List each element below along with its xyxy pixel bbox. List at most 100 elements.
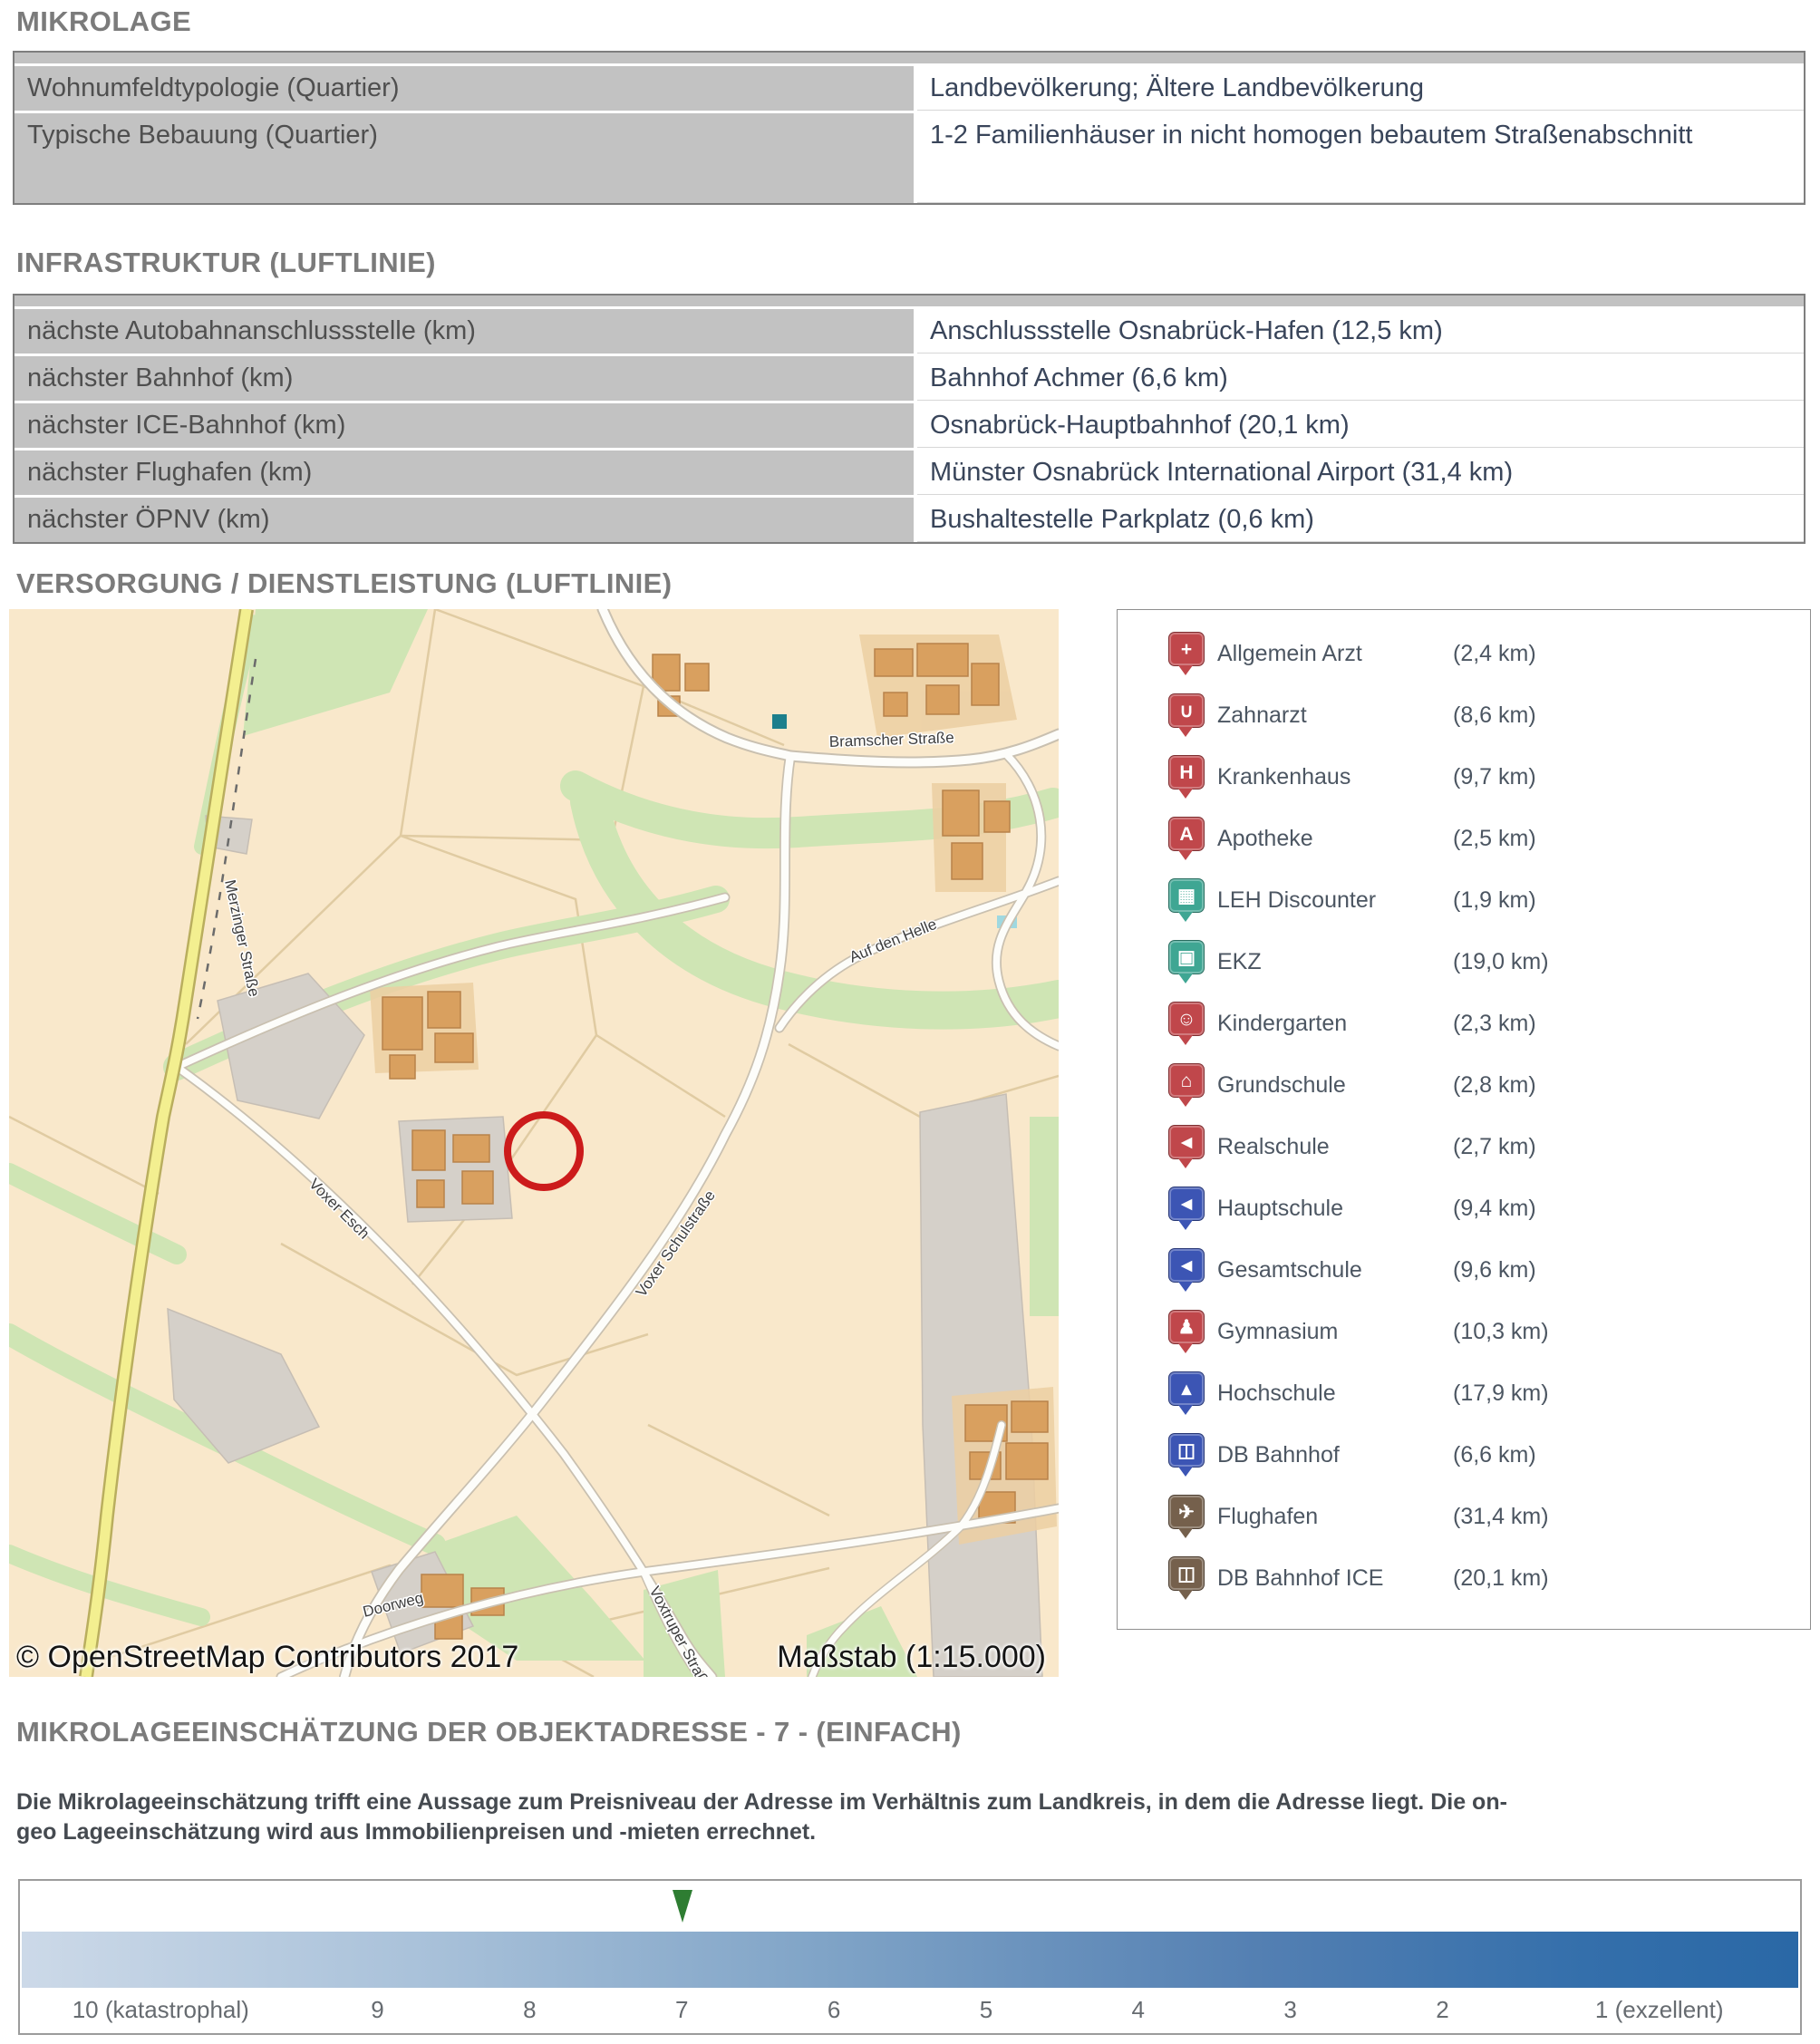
- row-label: nächster Flughafen (km): [15, 450, 917, 495]
- legend-distance: (2,5 km): [1453, 825, 1536, 851]
- scale-label: 10 (katastrophal): [72, 1996, 249, 2023]
- gymnasium-pin-icon: ♟: [1168, 1308, 1217, 1355]
- rating-scale: 10 (katastrophal) 9 8 7 6 5 4 3 2 1 (exz…: [18, 1879, 1802, 2035]
- legend-label: DB Bahnhof: [1217, 1441, 1340, 1468]
- legend-distance: (9,6 km): [1453, 1256, 1536, 1283]
- row-value: Anschlussstelle Osnabrück-Hafen (12,5 km…: [917, 309, 1804, 354]
- train-station-pin-icon: ◫: [1168, 1431, 1217, 1478]
- legend-label: Realschule: [1217, 1133, 1330, 1159]
- airport-pin-icon: ✈: [1168, 1493, 1217, 1540]
- mall-pin-icon: ▣: [1168, 938, 1217, 985]
- legend-item: ▴ Hochschule (17,9 km): [1168, 1362, 1810, 1424]
- section-title-einschaetzung: MIKROLAGEEINSCHÄTZUNG DER OBJEKTADRESSE …: [16, 1716, 962, 1748]
- infrastruktur-table: nächste Autobahnanschlussstelle (km) Ans…: [13, 294, 1805, 544]
- legend-distance: (6,6 km): [1453, 1441, 1536, 1468]
- row-value: Bushaltestelle Parkplatz (0,6 km): [917, 498, 1804, 542]
- hospital-pin-icon: H: [1168, 753, 1217, 800]
- legend-distance: (2,8 km): [1453, 1071, 1536, 1098]
- row-label: nächster ICE-Bahnhof (km): [15, 403, 917, 448]
- legend-label: Hauptschule: [1217, 1195, 1343, 1221]
- yellow-road: [81, 609, 252, 1677]
- row-label: nächster ÖPNV (km): [15, 498, 917, 542]
- legend-item: ⌂ Grundschule (2,8 km): [1168, 1054, 1810, 1116]
- legend-distance: (31,4 km): [1453, 1503, 1549, 1529]
- table-row: nächste Autobahnanschlussstelle (km) Ans…: [15, 309, 1804, 356]
- legend-item: ◄ Realschule (2,7 km): [1168, 1116, 1810, 1177]
- scale-label: 3: [1283, 1996, 1297, 2023]
- rating-marker-zone: [20, 1881, 1800, 1932]
- legend-item: ◄ Gesamtschule (9,6 km): [1168, 1239, 1810, 1301]
- primary-school-pin-icon: ⌂: [1168, 1061, 1217, 1109]
- legend-label: Grundschule: [1217, 1071, 1346, 1098]
- dentist-pin-icon: ∪: [1168, 692, 1217, 739]
- map-attribution: © OpenStreetMap Contributors 2017: [16, 1640, 519, 1674]
- legend-item: ▦ LEH Discounter (1,9 km): [1168, 869, 1810, 931]
- legend-item: A Apotheke (2,5 km): [1168, 808, 1810, 869]
- legend-label: Hochschule: [1217, 1380, 1336, 1406]
- legend-label: Apotheke: [1217, 825, 1313, 851]
- row-label: Wohnumfeldtypologie (Quartier): [15, 66, 917, 111]
- scale-label: 2: [1436, 1996, 1449, 2023]
- mikrolage-table: Wohnumfeldtypologie (Quartier) Landbevöl…: [13, 51, 1805, 205]
- row-value: 1-2 Familienhäuser in nicht homogen beba…: [917, 113, 1804, 203]
- scale-label: 1 (exzellent): [1594, 1996, 1724, 2023]
- osm-map: Bramscher Straße Merzinger Straße Auf de…: [9, 609, 1059, 1677]
- legend-distance: (2,4 km): [1453, 640, 1536, 666]
- legend-item: ▣ EKZ (19,0 km): [1168, 931, 1810, 993]
- legend-item: ◫ DB Bahnhof (6,6 km): [1168, 1424, 1810, 1486]
- legend-label: Allgemein Arzt: [1217, 640, 1362, 666]
- scale-label: 8: [523, 1996, 537, 2023]
- row-value: Münster Osnabrück International Airport …: [917, 450, 1804, 495]
- table-top-band: [15, 295, 1804, 309]
- legend-item: + Allgemein Arzt (2,4 km): [1168, 623, 1810, 684]
- legend-distance: (20,1 km): [1453, 1564, 1549, 1591]
- legend-label: Kindergarten: [1217, 1010, 1348, 1036]
- legend-label: Zahnarzt: [1217, 702, 1307, 728]
- scale-label: 7: [674, 1996, 689, 2023]
- rating-scale-labels: 10 (katastrophal) 9 8 7 6 5 4 3 2 1 (exz…: [20, 1988, 1800, 2024]
- realschule-pin-icon: ◄: [1168, 1123, 1217, 1170]
- grocery-pin-icon: ▦: [1168, 877, 1217, 924]
- map-scale-label: Maßstab (1:15.000): [777, 1640, 1046, 1674]
- row-label: nächster Bahnhof (km): [15, 356, 917, 401]
- legend-label: LEH Discounter: [1217, 886, 1377, 913]
- rating-marker-icon: [672, 1890, 692, 1923]
- legend-item: ◄ Hauptschule (9,4 km): [1168, 1177, 1810, 1239]
- table-row: nächster Flughafen (km) Münster Osnabrüc…: [15, 450, 1804, 498]
- table-row: nächster ÖPNV (km) Bushaltestelle Parkpl…: [15, 498, 1804, 542]
- legend-distance: (10,3 km): [1453, 1318, 1549, 1344]
- legend-label: Gesamtschule: [1217, 1256, 1362, 1283]
- legend-distance: (9,4 km): [1453, 1195, 1536, 1221]
- legend-item: ♟ Gymnasium (10,3 km): [1168, 1301, 1810, 1362]
- legend-item: H Krankenhaus (9,7 km): [1168, 746, 1810, 808]
- map-canvas: Bramscher Straße Merzinger Straße Auf de…: [9, 609, 1059, 1677]
- legend-item: ∪ Zahnarzt (8,6 km): [1168, 684, 1810, 746]
- row-value: Bahnhof Achmer (6,6 km): [917, 356, 1804, 401]
- legend-item: ✈ Flughafen (31,4 km): [1168, 1486, 1810, 1547]
- legend-distance: (8,6 km): [1453, 702, 1536, 728]
- row-value: Osnabrück-Hauptbahnhof (20,1 km): [917, 403, 1804, 448]
- table-row: Wohnumfeldtypologie (Quartier) Landbevöl…: [15, 66, 1804, 113]
- scale-label: 4: [1131, 1996, 1146, 2023]
- legend-label: EKZ: [1217, 948, 1262, 974]
- section-title-versorgung: VERSORGUNG / DIENSTLEISTUNG (LUFTLINIE): [16, 567, 673, 599]
- legend-distance: (9,7 km): [1453, 763, 1536, 790]
- legend-distance: (2,7 km): [1453, 1133, 1536, 1159]
- scale-label: 6: [827, 1996, 841, 2023]
- einschaetzung-description: Die Mikrolageeinschätzung trifft eine Au…: [16, 1789, 1507, 1845]
- row-label: nächste Autobahnanschlussstelle (km): [15, 309, 917, 354]
- gesamtschule-pin-icon: ◄: [1168, 1246, 1217, 1293]
- legend-distance: (1,9 km): [1453, 886, 1536, 913]
- table-row: Typische Bebauung (Quartier) 1-2 Familie…: [15, 113, 1804, 203]
- row-label: Typische Bebauung (Quartier): [15, 113, 917, 203]
- legend-distance: (17,9 km): [1453, 1380, 1549, 1406]
- address-circle-marker: [504, 1111, 584, 1191]
- poi-legend: + Allgemein Arzt (2,4 km) ∪ Zahnarzt (8,…: [1117, 609, 1811, 1630]
- table-top-band: [15, 53, 1804, 66]
- row-value: Landbevölkerung; Ältere Landbevölkerung: [917, 66, 1804, 111]
- ice-station-pin-icon: ◫: [1168, 1555, 1217, 1602]
- hauptschule-pin-icon: ◄: [1168, 1185, 1217, 1232]
- pharmacy-pin-icon: A: [1168, 815, 1217, 862]
- scale-label: 5: [979, 1996, 993, 2023]
